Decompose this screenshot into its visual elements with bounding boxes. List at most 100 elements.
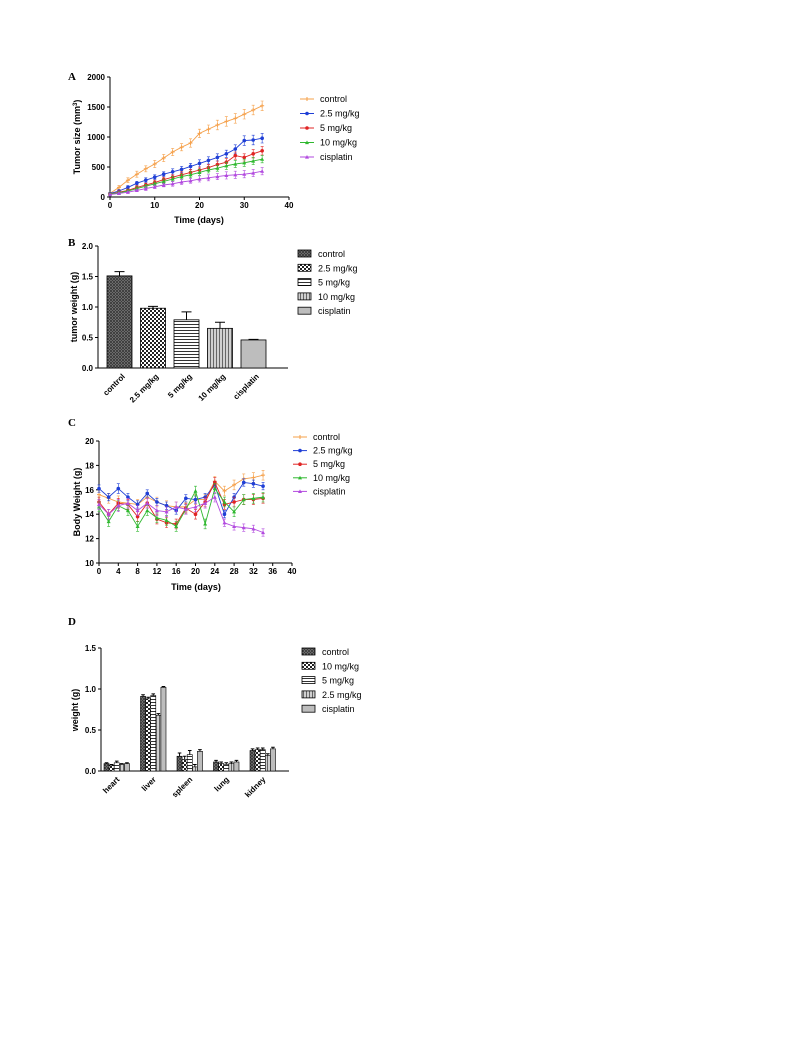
- panel-a-point: [170, 181, 175, 186]
- panel-c-point: [145, 501, 150, 505]
- panel-a-point: [242, 112, 247, 117]
- panel-a-point: [108, 192, 112, 197]
- panel-b-y-tick-label: 0.5: [82, 334, 94, 343]
- panel-d-bar-lung-cisplatin: [233, 761, 240, 772]
- panel-c-plot-area: 10 12 14 16 18 20 0 4 8 12 16 20 24 28 32 36 40: [85, 437, 297, 576]
- panel-c-x-tick-label: 16: [172, 567, 181, 576]
- panel-a-point: [125, 178, 130, 183]
- panel-d-bar-lung-2-5-mg-kg: [228, 763, 235, 772]
- panel-d-legend-swatch: [301, 704, 316, 713]
- panel-d-bar-lung-5-mg-kg: [223, 764, 230, 772]
- panel-a-point: [215, 166, 220, 170]
- panel-d-error-bar: [125, 762, 129, 764]
- panel-b-y-tick-label: 2.0: [82, 242, 94, 251]
- panel-a-x-tick-label: 30: [240, 201, 249, 210]
- panel-c-legend-item-10-mg-kg: 10 mg/kg: [293, 473, 350, 483]
- panel-b-legend-item-control: control: [297, 249, 345, 259]
- panel-c-point: [241, 497, 246, 502]
- panel-d-error-bar: [109, 763, 114, 766]
- panel-c-point: [125, 501, 130, 505]
- panel-d-bar-spleen-10-mg-kg: [181, 759, 188, 772]
- panel-c-legend-marker: [298, 475, 302, 480]
- panel-a-point: [206, 158, 211, 163]
- panel-d-organ-weight-chart: D 0.0 0.5 1.0 1.5 heart liver spleen lung kidney…: [68, 616, 362, 799]
- panel-c-line-10-mg-kg: [98, 487, 264, 528]
- panel-d-legend-item-2-5-mg-kg: 2.5 mg/kg: [301, 690, 362, 700]
- panel-a-x-tick-label: 40: [285, 201, 294, 210]
- panel-c-legend-label: 5 mg/kg: [313, 459, 345, 469]
- panel-b-y-axis-label: tumor weight (g): [69, 272, 79, 343]
- panel-c-point: [261, 473, 266, 478]
- panel-a-point: [179, 167, 184, 172]
- panel-c-point: [184, 496, 188, 501]
- panel-a-point: [144, 178, 148, 182]
- panel-a-point: [233, 147, 238, 151]
- panel-a-point: [206, 175, 211, 180]
- panel-d-error-bar: [250, 748, 255, 751]
- panel-c-point: [193, 512, 198, 516]
- panel-d-y-tick-label: 1.5: [85, 644, 97, 653]
- panel-d-error-bar: [156, 713, 161, 716]
- panel-a-legend-label: 10 mg/kg: [320, 138, 357, 148]
- panel-a-point: [260, 157, 265, 161]
- panel-a-y-tick-label: 0: [101, 193, 106, 202]
- panel-d-bar-spleen-5-mg-kg: [186, 754, 193, 772]
- panel-c-point: [135, 502, 140, 507]
- panel-a-point: [143, 186, 148, 191]
- panel-d-legend-label: cisplatin: [322, 704, 355, 714]
- panel-b-error-bar: [114, 271, 125, 276]
- panel-d-bar-kidney-2-5-mg-kg: [264, 755, 271, 772]
- panel-a-point: [242, 138, 247, 143]
- panel-b-y-tick-label: 1.5: [82, 273, 94, 282]
- panel-d-error-bar: [198, 749, 202, 752]
- panel-d-x-tick-label: heart: [101, 775, 121, 795]
- panel-c-x-tick-label: 32: [249, 567, 258, 576]
- panel-a-point: [224, 152, 229, 156]
- panel-a-point: [251, 171, 256, 175]
- panel-d-bar-heart-2-5-mg-kg: [119, 764, 125, 772]
- panel-c-point: [106, 495, 111, 499]
- panel-b-y-tick-label: 0.0: [82, 364, 94, 373]
- panel-a-point: [188, 172, 193, 177]
- panel-d-legend-label: 10 mg/kg: [322, 661, 359, 671]
- panel-a-plot-area: 0 500 1000 1500 2000 0 10 20 30 40: [87, 73, 294, 210]
- panel-a-tumor-size-chart: A 0 500 1000 1500 2000 0 10 20 30 40 Tumor size (…: [68, 71, 360, 225]
- panel-d-legend-item-10-mg-kg: 10 mg/kg: [301, 661, 359, 671]
- panel-a-x-tick-label: 0: [108, 201, 113, 210]
- panel-c-legend-marker: [298, 435, 302, 439]
- panel-b-legend: control 2.5 mg/kg 5 mg/kg 10 mg/kg cisplatin: [297, 249, 358, 316]
- panel-a-point: [233, 153, 238, 158]
- panel-b-bar-group-2-5-mg-kg: [140, 305, 166, 369]
- panel-a-letter: A: [68, 71, 76, 83]
- panel-b-bar-group-5-mg-kg: [173, 311, 200, 369]
- panel-c-point: [203, 501, 208, 505]
- panel-a-point: [170, 170, 175, 174]
- panel-d-legend-item-5-mg-kg: 5 mg/kg: [301, 676, 354, 686]
- panel-a-point: [260, 136, 264, 140]
- panel-d-error-bar: [255, 747, 260, 750]
- panel-c-legend-label: cisplatin: [313, 486, 346, 496]
- panel-d-bar-heart-control: [103, 763, 110, 772]
- panel-a-point: [116, 191, 121, 195]
- panel-a-legend-item-2-5-mg-kg: 2.5 mg/kg: [300, 109, 360, 119]
- panel-c-point: [241, 525, 246, 530]
- panel-a-point: [143, 166, 148, 171]
- panel-a-point: [197, 170, 202, 174]
- panel-a-point: [134, 188, 139, 192]
- panel-a-point: [233, 116, 238, 121]
- panel-a-point: [188, 178, 193, 183]
- panel-c-point: [212, 495, 217, 499]
- panel-d-x-tick-label: kidney: [243, 775, 268, 800]
- panel-d-y-tick-label: 0.5: [85, 726, 97, 735]
- panel-d-error-bar: [187, 750, 192, 755]
- panel-a-point: [251, 159, 256, 163]
- panel-a-point: [260, 149, 264, 153]
- panel-d-legend-label: 5 mg/kg: [322, 676, 354, 686]
- panel-c-point: [183, 507, 188, 511]
- panel-c-x-tick-label: 24: [210, 567, 219, 576]
- panel-c-point: [241, 480, 246, 485]
- panel-b-legend-swatch: [297, 292, 312, 301]
- panel-d-bar-liver-10-mg-kg: [145, 698, 152, 772]
- panel-c-legend-label: control: [313, 432, 340, 442]
- panel-d-error-bar: [234, 759, 239, 762]
